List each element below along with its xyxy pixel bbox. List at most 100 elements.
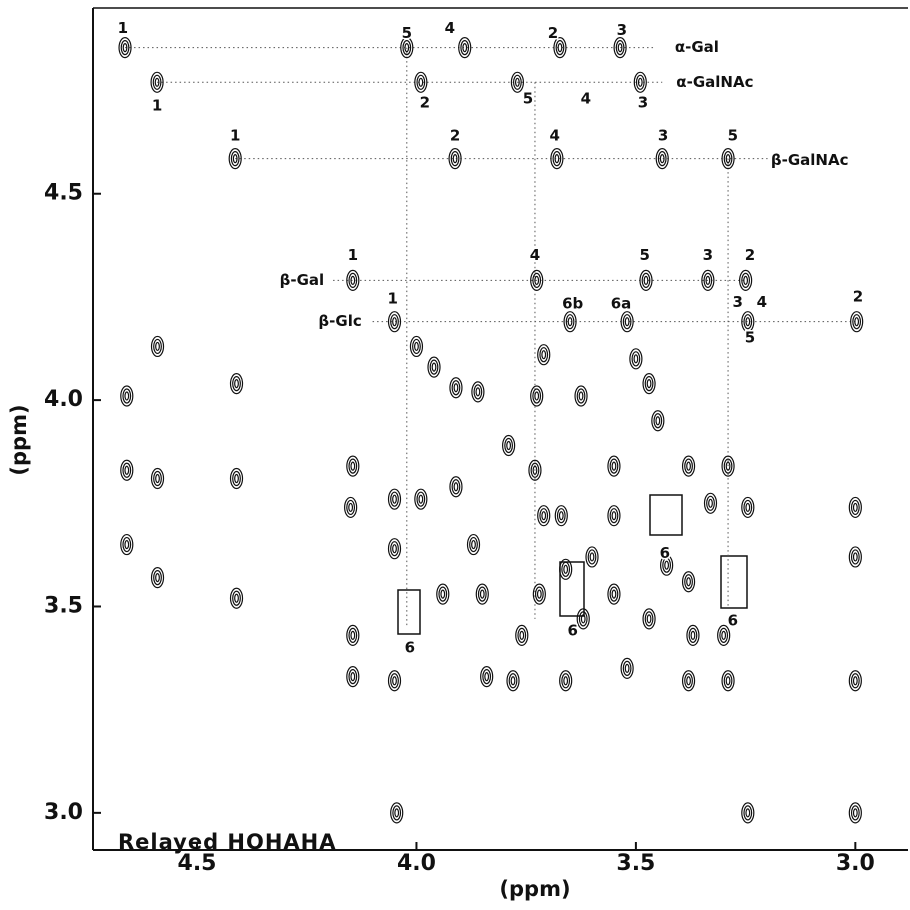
peak-label: 5 (745, 329, 755, 347)
contour-ring (155, 341, 160, 352)
contour-ring (739, 269, 753, 292)
cross-peak (120, 459, 134, 481)
cross-peak (475, 583, 489, 605)
contour-ring (436, 583, 450, 605)
contour-ring (611, 511, 617, 521)
contour-ring (850, 311, 864, 333)
contour-ring (725, 461, 731, 471)
contour-ring (514, 77, 520, 87)
peak-label: 2 (548, 24, 558, 42)
contour-ring (519, 630, 525, 640)
residue-label: α-Gal (675, 38, 719, 56)
contour-ring (414, 341, 419, 352)
contour-ring (506, 670, 520, 692)
contour-ring (449, 476, 463, 498)
contour-ring (743, 499, 753, 516)
cross-peak (118, 37, 132, 59)
contour-ring (427, 356, 441, 378)
contour-ring (684, 673, 693, 689)
cross-peak (387, 488, 402, 510)
contour-ring (230, 151, 240, 167)
peak-label: 3 (732, 293, 742, 311)
contour-ring (686, 624, 700, 646)
contour-ring (451, 479, 461, 495)
cross-peak (642, 608, 656, 630)
peak-label: 1 (388, 289, 398, 307)
contour-ring (848, 670, 862, 692)
cross-peak (150, 71, 164, 93)
cross-peak (607, 505, 621, 527)
contour-ring (741, 496, 755, 519)
contour-ring (554, 505, 568, 527)
contour-ring (390, 314, 399, 330)
contour-ring (576, 608, 590, 630)
contour-ring (502, 434, 516, 457)
cross-peak (387, 670, 402, 692)
contour-ring (580, 614, 586, 624)
cross-peak (559, 558, 573, 580)
peak-label: 4 (445, 19, 455, 37)
cross-peak (701, 269, 715, 292)
contour-ring (561, 561, 571, 577)
cross-peak (448, 148, 462, 170)
cross-peak (150, 335, 165, 358)
cross-peak (120, 533, 134, 556)
contour-ring (703, 272, 713, 289)
contour-ring (743, 275, 749, 286)
cross-peak (471, 381, 485, 403)
contour-ring (348, 502, 354, 513)
cross-peak (436, 583, 450, 605)
residue-label: β-Glc (318, 312, 361, 330)
cross-peak (585, 546, 599, 568)
contour-ring (530, 385, 544, 407)
peak-label: 6b (562, 294, 583, 312)
contour-ring (684, 574, 693, 590)
peak-label: 3 (638, 93, 648, 111)
contour-ring (743, 314, 753, 330)
contour-ring (631, 351, 641, 367)
contour-ring (124, 465, 130, 475)
box (720, 555, 748, 609)
contour-ring (541, 350, 547, 360)
contour-ring (567, 317, 573, 327)
contour-ring (719, 627, 729, 643)
cross-peak (537, 344, 551, 366)
cross-peak (620, 657, 634, 679)
contour-ring (852, 314, 862, 330)
contour-ring (473, 384, 483, 400)
contour-ring (686, 461, 691, 471)
contour-ring (153, 470, 162, 487)
contour-ring (416, 74, 426, 90)
contour-ring (662, 557, 672, 573)
contour-ring (150, 335, 165, 358)
peak-label: 6 (405, 638, 415, 656)
contour-ring (414, 488, 428, 510)
contour-ring (431, 362, 437, 372)
contour-ring (578, 391, 584, 401)
contour-ring (848, 496, 862, 519)
contour-ring (541, 511, 547, 521)
peak-label: 4 (757, 293, 767, 311)
contour-ring (611, 589, 617, 599)
contour-ring (607, 455, 621, 477)
cross-peak (559, 670, 573, 692)
contour-ring (646, 378, 652, 389)
contour-ring (741, 802, 755, 824)
contour-ring (706, 495, 715, 511)
contour-ring (155, 572, 160, 583)
cross-peak (530, 385, 544, 407)
contour-ring (453, 383, 459, 393)
contour-ring (346, 269, 360, 292)
cross-peak (229, 372, 244, 395)
contour-ring (655, 416, 661, 426)
contour-ring (659, 154, 665, 164)
contour-ring (229, 467, 244, 490)
contour-ring (348, 458, 358, 474)
contour-ring (392, 317, 397, 327)
contour-ring (348, 272, 358, 289)
contour-ring (721, 455, 735, 477)
cross-peak (502, 434, 516, 457)
cross-peak (515, 624, 529, 646)
peak-label: 6 (728, 611, 738, 629)
